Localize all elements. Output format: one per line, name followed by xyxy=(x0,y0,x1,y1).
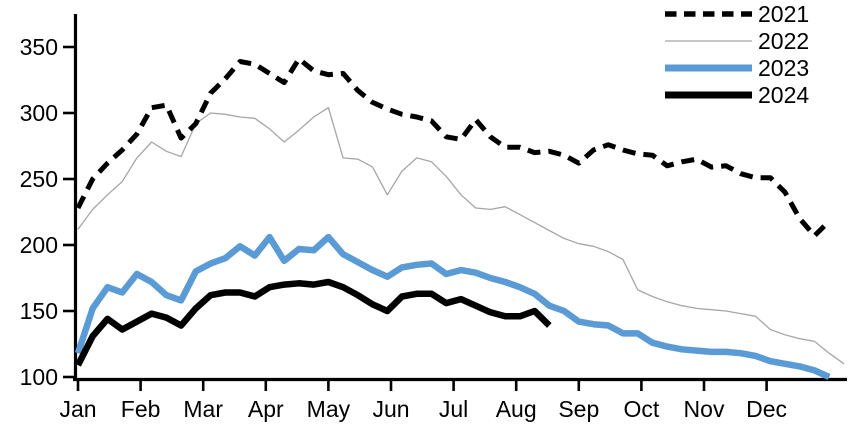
y-tick-label: 100 xyxy=(20,364,58,390)
series-lines xyxy=(74,56,845,380)
y-tick-label: 300 xyxy=(20,100,58,126)
x-tick-label: Aug xyxy=(496,396,537,422)
x-tick-label: Jul xyxy=(439,396,468,422)
series-2024-line xyxy=(75,278,552,367)
y-axis-ticks: 100 150 200 250 300 350 xyxy=(20,34,74,390)
legend-item-2024: 2024 xyxy=(665,82,809,108)
series-2021-line xyxy=(75,56,831,239)
legend-label: 2023 xyxy=(758,55,809,81)
y-tick-label: 350 xyxy=(20,34,58,60)
x-tick-label: Jun xyxy=(372,396,409,422)
legend-item-2021: 2021 xyxy=(665,1,809,27)
x-tick-label: May xyxy=(307,396,351,422)
axes xyxy=(73,14,847,382)
y-tick-label: 200 xyxy=(20,232,58,258)
x-tick-label: Dec xyxy=(746,396,787,422)
x-tick-label: Jan xyxy=(59,396,96,422)
x-tick-label: Apr xyxy=(248,396,284,422)
legend-item-2023: 2023 xyxy=(665,55,809,81)
x-tick-label: Mar xyxy=(183,396,223,422)
y-tick-label: 250 xyxy=(20,166,58,192)
legend-label: 2022 xyxy=(758,28,809,54)
y-tick-label: 150 xyxy=(20,298,58,324)
legend-item-2022: 2022 xyxy=(665,28,809,54)
legend-label: 2024 xyxy=(758,82,809,108)
x-axis-ticks: Jan Feb Mar Apr May Jun Jul Aug Sep Oct Nov Dec xyxy=(59,381,787,422)
series-2022-line xyxy=(77,107,845,365)
x-tick-label: Feb xyxy=(121,396,161,422)
series-2023-line xyxy=(74,233,831,380)
x-tick-label: Nov xyxy=(684,396,725,422)
x-tick-label: Sep xyxy=(558,396,599,422)
legend-label: 2021 xyxy=(758,1,809,27)
x-tick-label: Oct xyxy=(624,396,660,422)
